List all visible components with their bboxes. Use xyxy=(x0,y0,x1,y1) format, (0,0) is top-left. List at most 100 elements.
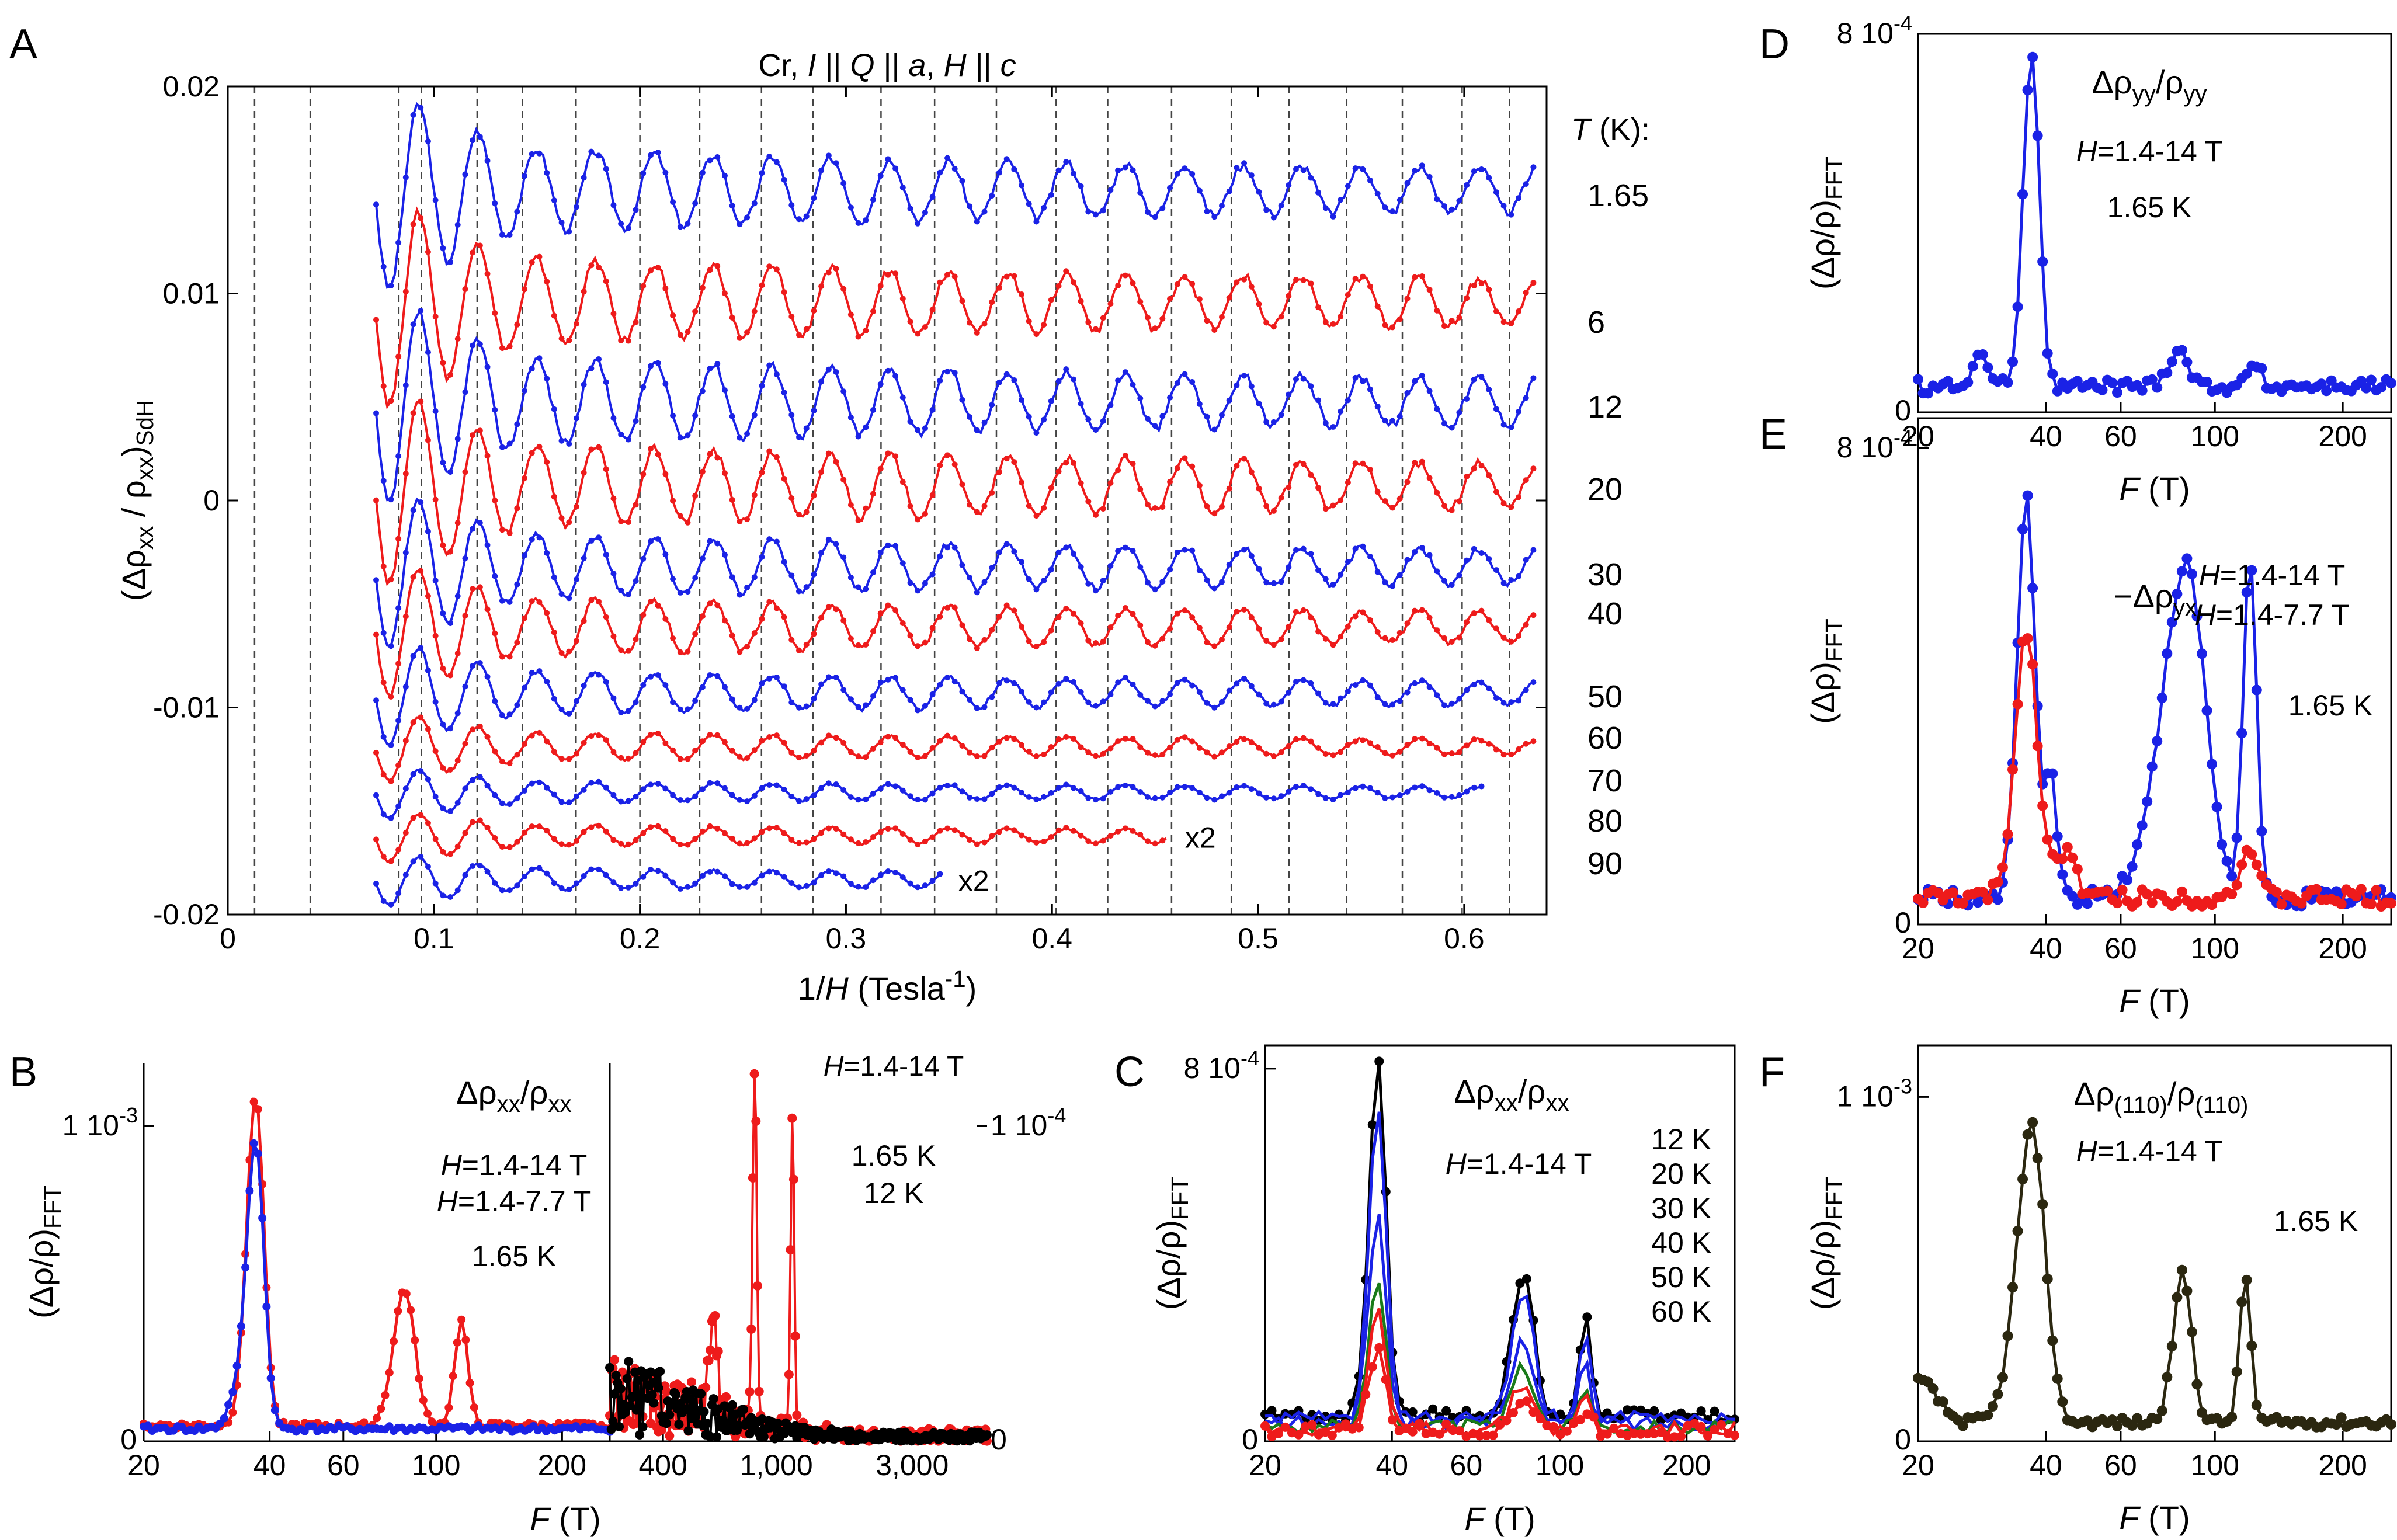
text-span: yy xyxy=(2132,80,2156,107)
data-point xyxy=(514,639,520,646)
panel-label: A xyxy=(9,21,37,68)
data-point xyxy=(432,748,439,755)
data-point xyxy=(1486,472,1492,479)
data-point xyxy=(737,649,743,655)
data-point xyxy=(753,1281,763,1291)
data-point xyxy=(989,193,995,199)
data-point xyxy=(1003,677,1010,684)
data-point xyxy=(596,822,602,829)
data-point xyxy=(2271,887,2282,898)
data-point xyxy=(440,764,446,771)
y-tick-label: -0.01 xyxy=(153,691,220,724)
data-point xyxy=(1471,168,1477,175)
data-point xyxy=(773,454,780,460)
data-point xyxy=(1055,680,1062,687)
data-point xyxy=(1048,627,1054,634)
data-point xyxy=(1500,422,1507,428)
data-point xyxy=(1508,211,1514,218)
data-point xyxy=(410,771,416,777)
data-point xyxy=(1041,639,1047,645)
data-point xyxy=(937,871,943,877)
data-point xyxy=(558,220,565,226)
data-point xyxy=(1093,326,1099,332)
data-point xyxy=(395,803,402,809)
data-point xyxy=(937,462,943,468)
data-point xyxy=(1516,308,1522,315)
data-point xyxy=(377,1405,385,1413)
data-point xyxy=(470,863,476,869)
data-point xyxy=(825,152,832,159)
data-point xyxy=(1033,753,1040,760)
data-point xyxy=(1982,362,1993,373)
data-point xyxy=(1115,548,1121,554)
data-point xyxy=(1122,164,1128,171)
data-point xyxy=(1330,423,1336,430)
data-point xyxy=(788,749,795,756)
data-point xyxy=(1913,374,1923,385)
data-point xyxy=(2241,368,2252,379)
data-point xyxy=(2067,891,2078,902)
data-point xyxy=(1367,283,1373,290)
data-point xyxy=(551,791,557,798)
data-point xyxy=(411,1336,419,1344)
text-span: H xyxy=(1446,1148,1467,1180)
data-point xyxy=(1530,280,1537,286)
data-point xyxy=(1322,576,1329,582)
data-point xyxy=(1500,203,1507,209)
data-point xyxy=(373,697,380,704)
data-point xyxy=(544,610,550,616)
data-point xyxy=(686,1377,696,1387)
data-point xyxy=(633,699,639,705)
text-span: -4 xyxy=(1047,1103,1066,1127)
data-point xyxy=(647,267,654,274)
data-point xyxy=(929,406,936,413)
plot-frame xyxy=(1917,1044,2392,1442)
data-point xyxy=(506,711,513,718)
data-point xyxy=(484,453,491,459)
data-point xyxy=(655,780,661,787)
data-point xyxy=(825,825,832,832)
data-point xyxy=(1286,182,1292,189)
data-point xyxy=(1367,386,1373,392)
data-point xyxy=(588,537,595,544)
data-point xyxy=(744,644,751,650)
data-point xyxy=(620,1407,630,1417)
data-point xyxy=(380,383,387,390)
data-point xyxy=(907,580,913,586)
data-point xyxy=(892,607,899,613)
data-point xyxy=(670,792,676,798)
data-point xyxy=(1270,580,1277,586)
data-point xyxy=(470,777,476,783)
data-point xyxy=(1448,794,1455,800)
data-point xyxy=(1330,213,1336,220)
data-point xyxy=(1434,627,1440,634)
series-label: 80 xyxy=(1587,804,1623,839)
data-point xyxy=(2112,898,2123,909)
data-point xyxy=(514,321,520,328)
data-point xyxy=(536,779,543,785)
data-point xyxy=(610,415,617,421)
data-point xyxy=(514,839,520,845)
data-point xyxy=(937,279,943,286)
data-point xyxy=(1144,209,1151,215)
data-point xyxy=(840,286,847,292)
data-point xyxy=(825,450,832,457)
data-point xyxy=(787,1113,797,1123)
data-point xyxy=(2246,849,2257,860)
data-point xyxy=(1428,1404,1438,1414)
data-point xyxy=(1174,784,1180,790)
data-point xyxy=(655,265,661,271)
data-point xyxy=(432,794,439,800)
data-point xyxy=(551,493,557,500)
data-point xyxy=(610,633,617,639)
data-point xyxy=(1070,785,1076,791)
data-point xyxy=(419,1396,428,1405)
data-point xyxy=(1471,610,1477,617)
data-point xyxy=(818,469,825,475)
data-point xyxy=(633,578,639,585)
data-point xyxy=(692,308,699,315)
data-point xyxy=(544,828,550,834)
data-point xyxy=(551,312,557,319)
data-point xyxy=(573,750,579,757)
text-span: /ρ xyxy=(520,1074,548,1111)
